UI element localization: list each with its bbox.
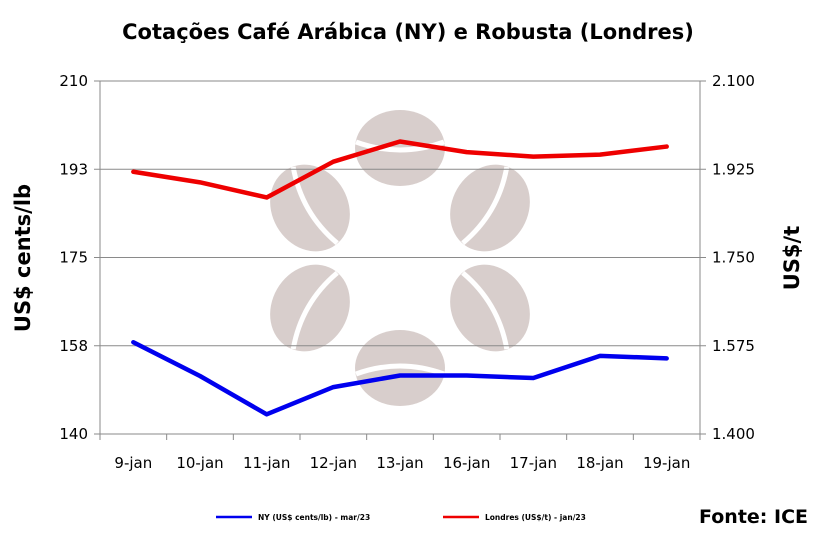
- coffee-beans-watermark: [270, 110, 530, 406]
- right-tick-label: 1.400: [712, 425, 755, 443]
- left-tick-label: 140: [59, 425, 88, 443]
- right-tick-label: 1.575: [712, 337, 755, 355]
- x-tick-label: 12-jan: [310, 454, 357, 472]
- x-tick-label: 13-jan: [376, 454, 423, 472]
- axes: [94, 80, 706, 440]
- x-tick-label: 11-jan: [243, 454, 290, 472]
- left-axis-title: US$ cents/lb: [11, 184, 35, 332]
- source-label: Fonte: ICE: [699, 506, 808, 528]
- chart-title: Cotações Café Arábica (NY) e Robusta (Lo…: [122, 20, 694, 44]
- right-tick-label: 1.750: [712, 249, 755, 267]
- left-tick-label: 158: [59, 337, 88, 355]
- left-tick-label: 193: [59, 160, 88, 178]
- x-tick-label: 16-jan: [443, 454, 490, 472]
- legend-label: NY (US$ cents/lb) - mar/23: [258, 513, 370, 522]
- x-tick-label: 17-jan: [510, 454, 557, 472]
- x-tick-label: 19-jan: [643, 454, 690, 472]
- left-tick-label: 210: [59, 72, 88, 90]
- x-tick-label: 10-jan: [176, 454, 223, 472]
- gridlines: [100, 168, 700, 347]
- legend-label: Londres (US$/t) - jan/23: [485, 513, 586, 522]
- x-axis-ticks: 9-jan 10-jan 11-jan 12-jan 13-jan 16-jan 17-ja…: [114, 454, 690, 472]
- left-tick-label: 175: [59, 249, 88, 267]
- series-line: [131, 339, 669, 417]
- right-tick-label: 1.925: [712, 160, 755, 178]
- right-tick-label: 2.100: [712, 72, 755, 90]
- left-y-ticks: 210 193 175 158 140: [59, 72, 88, 443]
- legend: NY (US$ cents/lb) - mar/23 Londres (US$/t…: [216, 513, 586, 522]
- series-lines: [131, 139, 669, 417]
- x-tick-label: 18-jan: [576, 454, 623, 472]
- right-y-ticks: 2.100 1.925 1.750 1.575 1.400: [712, 72, 755, 443]
- x-tick-label: 9-jan: [114, 454, 152, 472]
- series-line: [131, 139, 669, 200]
- right-axis-title: US$/t: [780, 226, 804, 291]
